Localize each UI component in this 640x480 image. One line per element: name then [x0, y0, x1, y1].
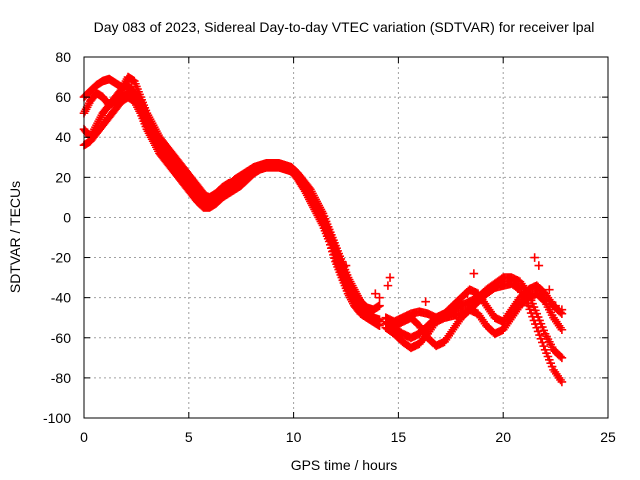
y-axis-label: SDTVAR / TECUs	[7, 181, 23, 293]
plus-marker	[557, 377, 567, 387]
plus-marker	[533, 327, 543, 336]
plus-marker	[539, 341, 549, 351]
y-tick-label: -60	[51, 330, 71, 346]
axis-ticks	[83, 56, 609, 419]
plus-marker	[327, 243, 336, 253]
y-tick-label: 80	[55, 49, 71, 65]
plus-marker	[545, 355, 554, 365]
plus-marker	[556, 352, 565, 361]
plus-marker	[538, 338, 547, 347]
grid-lines	[84, 57, 608, 418]
series-track-8	[381, 281, 567, 327]
plus-marker	[547, 362, 557, 371]
plus-marker	[528, 312, 537, 322]
tick-labels: 0 5 10 15 20 25 -100 -80 -60 -40 -20 0 20 40 60 80	[43, 49, 616, 445]
plus-marker	[557, 305, 567, 314]
plus-marker	[469, 269, 479, 278]
plus-marker	[375, 321, 384, 331]
series-track-3	[79, 88, 384, 325]
plus-marker	[524, 301, 533, 310]
plus-marker	[534, 261, 544, 270]
plus-marker	[531, 319, 540, 329]
x-tick-label: 15	[391, 429, 407, 445]
plus-marker	[371, 289, 380, 298]
plus-marker	[333, 253, 342, 262]
plus-marker	[463, 289, 472, 298]
plus-marker	[325, 240, 335, 250]
plus-marker	[375, 301, 384, 310]
y-tick-label: 60	[55, 89, 71, 105]
y-tick-label: -100	[43, 410, 71, 426]
y-tick-label: -20	[51, 250, 71, 266]
x-axis-label: GPS time / hours	[291, 457, 398, 473]
plot-frame	[83, 56, 609, 419]
x-tick-label: 20	[495, 429, 511, 445]
plus-marker	[385, 273, 395, 282]
plus-marker	[545, 285, 554, 294]
plus-marker	[536, 334, 546, 344]
x-tick-label: 0	[80, 429, 88, 445]
plus-marker	[328, 247, 337, 256]
plus-marker	[529, 316, 539, 325]
plus-marker	[383, 281, 393, 290]
plus-marker	[341, 261, 351, 270]
plus-marker	[375, 293, 384, 302]
plus-marker	[539, 326, 549, 335]
plus-marker	[324, 237, 334, 246]
plus-marker	[540, 345, 550, 355]
data-points	[79, 72, 567, 387]
plus-marker	[526, 308, 536, 318]
x-tick-label: 10	[286, 429, 302, 445]
plus-marker	[551, 301, 560, 310]
plus-marker	[535, 330, 544, 340]
series-outliers	[333, 253, 567, 314]
y-tick-label: 20	[55, 169, 71, 185]
plus-marker	[543, 352, 553, 361]
plus-marker	[421, 297, 430, 306]
x-tick-label: 25	[600, 429, 616, 445]
series-track-2	[79, 72, 384, 327]
x-tick-label: 5	[185, 429, 193, 445]
plus-marker	[525, 305, 535, 314]
plus-marker	[530, 253, 539, 262]
y-tick-label: -80	[51, 370, 71, 386]
y-tick-label: 40	[55, 129, 71, 145]
y-tick-label: 0	[63, 209, 71, 225]
plus-marker	[557, 353, 567, 363]
plus-marker	[542, 348, 551, 358]
y-tick-label: -40	[51, 290, 71, 306]
plus-marker	[532, 323, 542, 333]
plus-marker	[546, 358, 556, 368]
chart-title: Day 083 of 2023, Sidereal Day-to-day VTE…	[94, 19, 595, 35]
series-track-4	[79, 92, 384, 331]
plus-marker	[557, 325, 567, 335]
